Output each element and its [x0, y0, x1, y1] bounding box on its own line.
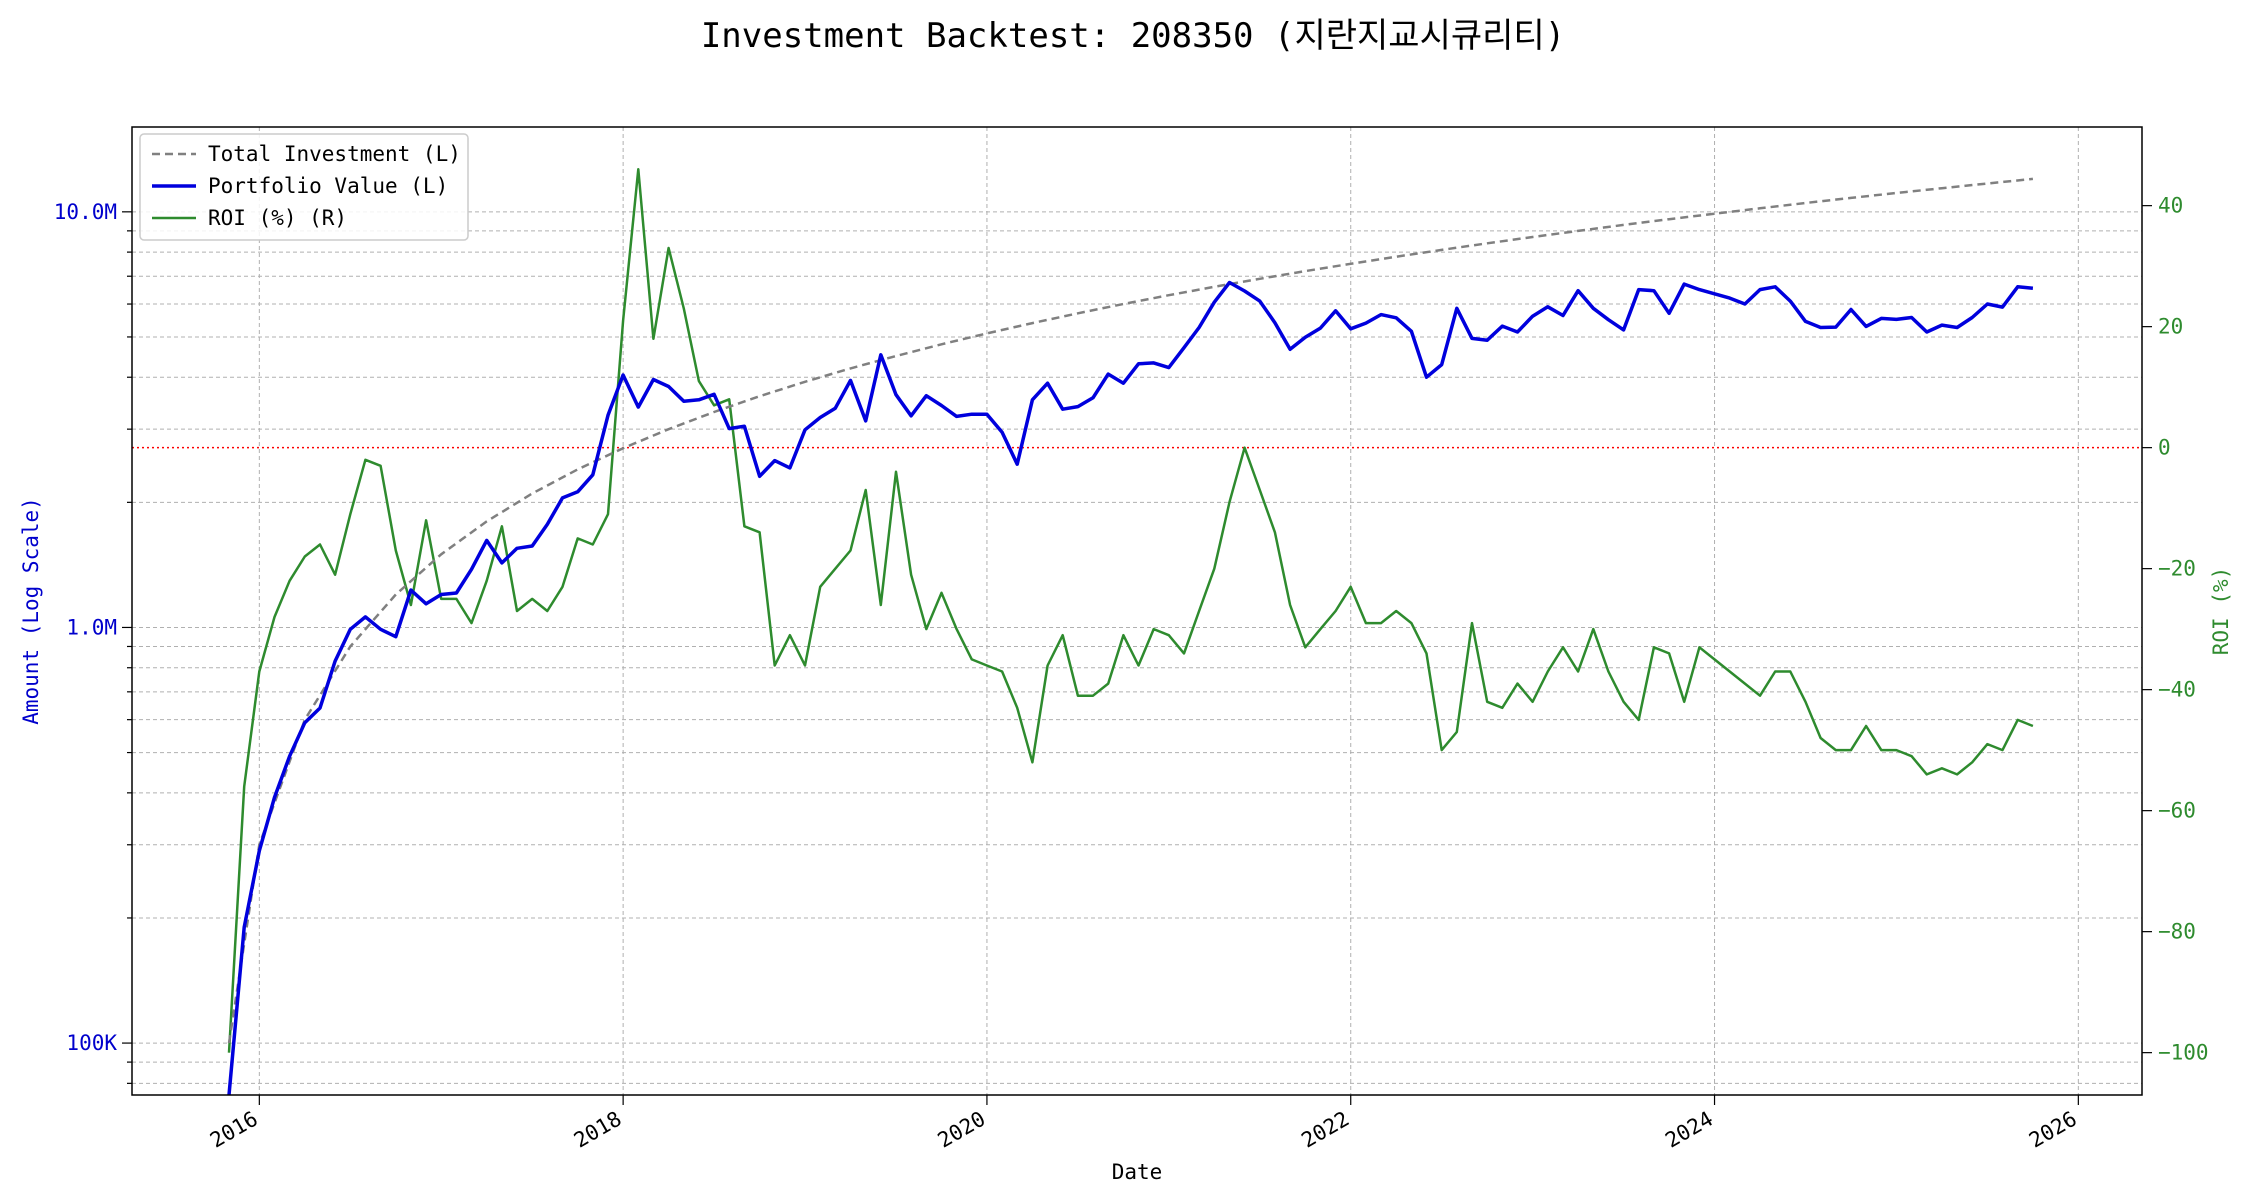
grid-layer: [132, 127, 2142, 1095]
x-tick-label: 2016: [206, 1107, 262, 1153]
right-tick-label: −80: [2158, 920, 2196, 944]
chart-title: Investment Backtest: 208350 (지란지교시큐리티): [701, 16, 1565, 56]
series-line-0: [227, 177, 2034, 1044]
x-tick-label: 2022: [1297, 1107, 1353, 1153]
x-axis: 2016 2018 2020 2022 2024 2026: [206, 1095, 2081, 1153]
y-axis-label-left: Amount (Log Scale): [19, 497, 43, 725]
left-axis: 100K 1.0M 10.0M: [54, 200, 132, 1084]
x-tick-label: 2018: [570, 1107, 626, 1153]
right-tick-label: −100: [2158, 1041, 2209, 1065]
right-tick-label: −20: [2158, 557, 2196, 581]
x-axis-label: Date: [1112, 1160, 1163, 1184]
series-layer: [227, 168, 2034, 1096]
right-tick-label: −40: [2158, 678, 2196, 702]
left-tick-label: 10.0M: [54, 200, 117, 224]
series-line-1: [227, 280, 2034, 1096]
legend-box: [139, 133, 469, 241]
right-tick-label: 20: [2158, 315, 2183, 339]
left-tick-label: 1.0M: [66, 615, 117, 639]
x-tick-label: 2026: [2025, 1107, 2081, 1153]
x-tick-label: 2020: [934, 1107, 990, 1153]
series-line-2: [227, 168, 2034, 1053]
y-axis-label-right: ROI (%): [2209, 567, 2233, 656]
legend-label-total-investment: Total Investment (L): [208, 142, 461, 166]
right-tick-label: −60: [2158, 799, 2196, 823]
legend-label-roi: ROI (%) (R): [208, 206, 347, 230]
left-tick-label: 100K: [66, 1031, 117, 1055]
right-axis: −100 −80 −60 −40 −20 0 20 40: [2142, 194, 2209, 1065]
legend: Total Investment (L) Portfolio Value (L)…: [139, 133, 469, 241]
legend-label-portfolio-value: Portfolio Value (L): [208, 174, 448, 198]
x-tick-label: 2024: [1661, 1107, 1717, 1153]
right-tick-label: 0: [2158, 436, 2171, 460]
right-tick-label: 40: [2158, 194, 2183, 218]
plot-frame: [131, 126, 2143, 1096]
